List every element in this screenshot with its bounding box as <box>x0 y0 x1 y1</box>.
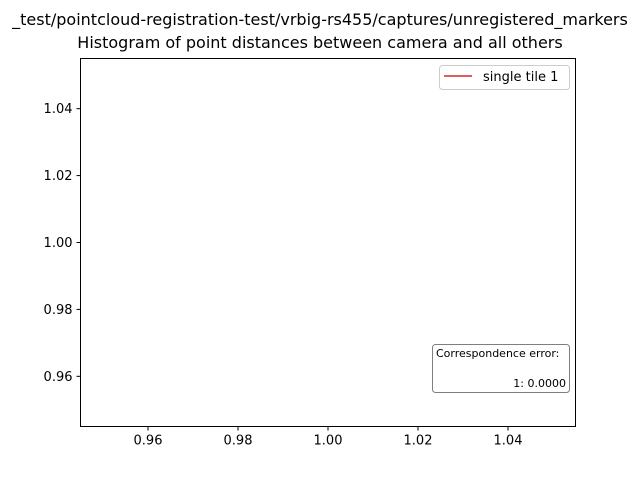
x-tick-label: 1.02 <box>404 434 433 449</box>
chart-title: _test/pointcloud-registration-test/vrbig… <box>12 10 628 29</box>
annotation-line: 1: 0.0000 <box>513 377 566 390</box>
annotation-box: Correspondence error: 1: 0.0000 <box>432 344 570 393</box>
x-tick-label: 1.00 <box>314 434 343 449</box>
y-tick-label: 1.02 <box>44 169 73 184</box>
plot-frame <box>80 58 576 427</box>
y-axis: 0.96 0.98 1.00 1.02 1.04 <box>44 102 81 385</box>
y-tick-label: 0.98 <box>44 303 73 318</box>
legend: single tile 1 <box>439 65 570 90</box>
legend-box <box>439 65 570 90</box>
x-tick-label: 0.96 <box>134 434 163 449</box>
legend-label-series: single tile 1 <box>483 70 558 85</box>
annotation-title: Correspondence error: <box>436 347 559 360</box>
x-tick-label: 0.98 <box>224 434 253 449</box>
y-tick-label: 1.04 <box>44 102 73 117</box>
chart-subtitle: Histogram of point distances between cam… <box>77 33 563 52</box>
y-tick-label: 1.00 <box>44 236 73 251</box>
y-tick-label: 0.96 <box>44 370 73 385</box>
x-tick-label: 1.04 <box>494 434 523 449</box>
x-axis: 0.96 0.98 1.00 1.02 1.04 <box>134 426 523 449</box>
annotation-frame <box>432 344 570 393</box>
